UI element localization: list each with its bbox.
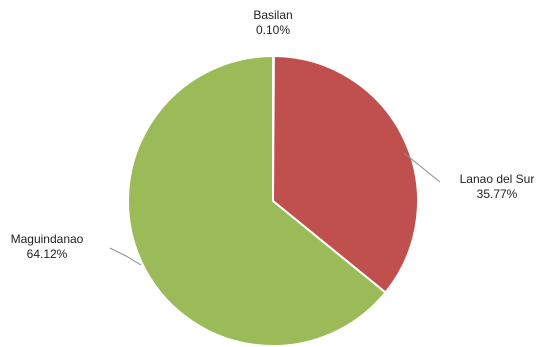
slice-value-label: 64.12% [27,247,68,261]
pie-slice-lanao-del-sur [271,54,420,294]
slice-value-label: 35.77% [477,187,518,201]
leader-line [109,247,142,266]
pie-slices [127,54,420,347]
leader-line [403,152,441,183]
pie-slice-maguindanao [127,54,387,347]
slice-label: Maguindanao [11,232,84,246]
slice-label: Basilan [253,8,292,22]
slice-value-label: 0.10% [256,23,290,37]
slice-label: Lanao del Sur [460,172,535,186]
